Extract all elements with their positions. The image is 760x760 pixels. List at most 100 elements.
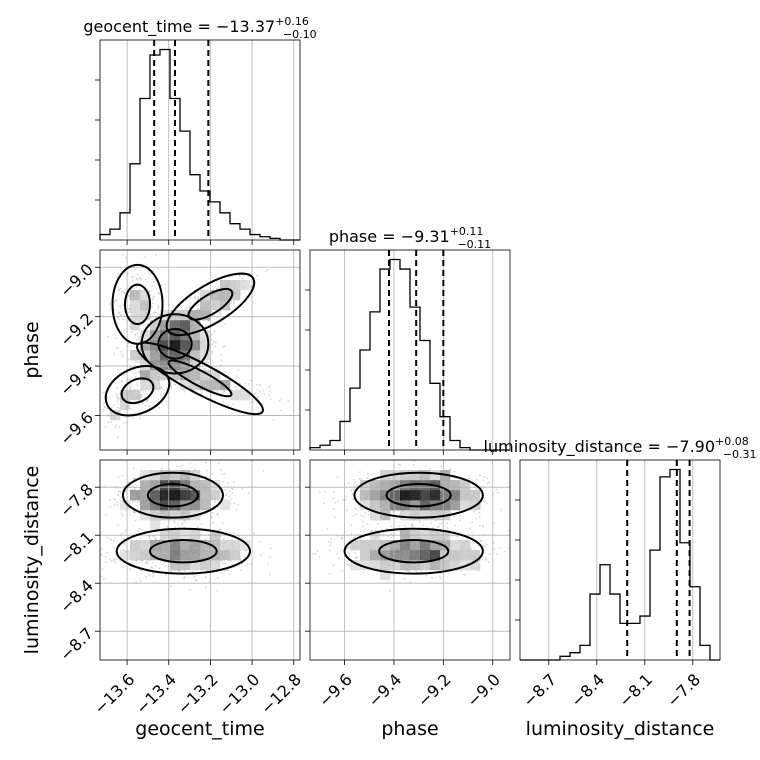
scatter-phase__luminosity_distance-point (484, 500, 487, 503)
scatter-geocent_time__phase-point (124, 256, 127, 259)
scatter-phase__luminosity_distance-point (397, 467, 400, 469)
scatter-geocent_time__luminosity_distance-point (119, 490, 122, 493)
scatter-geocent_time__phase-density-cell (200, 300, 211, 311)
scatter-geocent_time__phase-point (138, 371, 141, 374)
scatter-geocent_time__luminosity_distance-point (151, 571, 154, 574)
scatter-geocent_time__phase-density-cell (190, 370, 201, 381)
scatter-geocent_time__luminosity_distance-point (173, 521, 176, 524)
scatter-phase__luminosity_distance-point (454, 470, 456, 473)
scatter-geocent_time__phase-point (118, 289, 121, 292)
scatter-geocent_time__luminosity_distance-density-cell (210, 480, 221, 491)
scatter-geocent_time__phase-point (243, 382, 246, 385)
scatter-geocent_time__luminosity_distance-point (162, 561, 165, 564)
scatter-phase__luminosity_distance-point (446, 522, 449, 525)
scatter-geocent_time__phase-point (105, 407, 108, 410)
scatter-geocent_time__luminosity_distance-point (113, 558, 115, 561)
scatter-geocent_time__phase-density-cell (190, 340, 201, 351)
scatter-geocent_time__phase-point (133, 268, 136, 271)
scatter-geocent_time__phase-point (146, 399, 149, 402)
scatter-geocent_time__phase-point (222, 345, 225, 348)
scatter-geocent_time__luminosity_distance-point (166, 525, 169, 528)
scatter-geocent_time__phase-point (232, 302, 235, 305)
scatter-geocent_time__luminosity_distance-density-cell (200, 540, 211, 551)
scatter-geocent_time__phase-point (129, 383, 132, 385)
scatter-geocent_time__phase-point (185, 306, 187, 309)
scatter-phase__luminosity_distance-point (473, 510, 475, 513)
scatter-geocent_time__luminosity_distance-point (205, 461, 207, 464)
scatter-geocent_time__phase-density-cell (190, 320, 201, 331)
scatter-geocent_time__phase-density-cell (130, 310, 141, 321)
scatter-geocent_time__phase-point (200, 392, 203, 395)
scatter-geocent_time__phase-density-cell (230, 280, 241, 291)
scatter-geocent_time__luminosity_distance-point (193, 575, 196, 578)
scatter-geocent_time__phase-density-cell (140, 290, 151, 301)
scatter-geocent_time__phase-point (224, 345, 226, 347)
scatter-geocent_time__phase-point (111, 406, 113, 409)
scatter-geocent_time__phase-density-cell (190, 330, 201, 341)
scatter-geocent_time__luminosity_distance-density-cell (190, 500, 201, 511)
scatter-phase__luminosity_distance-point (362, 525, 364, 528)
scatter-geocent_time__luminosity_distance-point (195, 579, 198, 582)
scatter-geocent_time__phase-point (113, 300, 116, 303)
scatter-geocent_time__luminosity_distance-point (181, 464, 184, 467)
scatter-geocent_time__phase-point (144, 256, 147, 258)
scatter-geocent_time__luminosity_distance-point (100, 553, 103, 556)
scatter-geocent_time__luminosity_distance-point (224, 569, 226, 572)
scatter-geocent_time__phase-density-cell (120, 390, 131, 401)
scatter-phase__luminosity_distance-point (478, 511, 481, 514)
scatter-geocent_time__luminosity_distance-point (108, 558, 111, 560)
scatter-geocent_time__luminosity_distance-density-cell (200, 560, 211, 571)
scatter-geocent_time__phase-density-cell (180, 380, 191, 391)
scatter-geocent_time__luminosity_distance-point (170, 585, 173, 588)
scatter-geocent_time__luminosity_distance-density-cell (150, 500, 161, 511)
scatter-geocent_time__phase-point (158, 292, 161, 295)
scatter-geocent_time__phase-point (116, 436, 119, 439)
scatter-geocent_time__phase-density-cell (200, 290, 211, 301)
scatter-geocent_time__luminosity_distance-point (179, 465, 182, 468)
scatter-geocent_time__phase-density-cell (130, 320, 141, 331)
scatter-geocent_time__phase-point (122, 421, 125, 424)
scatter-geocent_time__luminosity_distance-point (152, 535, 154, 538)
scatter-geocent_time__phase-point (145, 400, 148, 403)
scatter-geocent_time__phase-point (129, 407, 132, 410)
scatter-geocent_time__phase-point (120, 307, 123, 310)
scatter-geocent_time__phase-point (128, 385, 131, 388)
scatter-geocent_time__luminosity_distance-point (121, 474, 124, 477)
scatter-geocent_time__phase-point (103, 405, 106, 408)
scatter-geocent_time__phase-point (153, 311, 156, 314)
scatter-geocent_time__phase-point (149, 272, 151, 275)
scatter-geocent_time__luminosity_distance-point (144, 529, 147, 532)
scatter-geocent_time__phase-point (132, 417, 134, 420)
scatter-geocent_time__luminosity_distance-point (141, 559, 144, 562)
scatter-geocent_time__phase-point (136, 361, 139, 363)
scatter-geocent_time__phase-point (197, 295, 200, 298)
scatter-geocent_time__luminosity_distance-density-cell (230, 540, 241, 551)
scatter-geocent_time__luminosity_distance-point (151, 575, 154, 578)
scatter-geocent_time__phase-point (245, 295, 248, 298)
scatter-phase__luminosity_distance-point (469, 527, 471, 530)
scatter-phase__luminosity_distance-point (430, 522, 432, 525)
scatter-phase__luminosity_distance-point (333, 491, 335, 493)
scatter-geocent_time__luminosity_distance-point (115, 558, 118, 560)
scatter-geocent_time__luminosity_distance-point (259, 554, 262, 557)
scatter-geocent_time__luminosity_distance-point (100, 576, 103, 579)
scatter-geocent_time__phase-point (184, 308, 187, 311)
scatter-geocent_time__luminosity_distance-point (178, 526, 181, 529)
scatter-phase__luminosity_distance-point (485, 558, 488, 561)
scatter-geocent_time__phase-density-cell (170, 320, 181, 331)
scatter-geocent_time__luminosity_distance-density-cell (120, 500, 131, 511)
scatter-geocent_time__luminosity_distance-point (217, 462, 220, 465)
scatter-geocent_time__phase-point (213, 330, 216, 333)
scatter-geocent_time__phase-point (236, 375, 239, 378)
scatter-geocent_time__phase-point (160, 393, 163, 396)
scatter-geocent_time__luminosity_distance-density-cell (140, 470, 151, 481)
scatter-geocent_time__luminosity_distance-point (204, 576, 207, 578)
scatter-geocent_time__phase-point (140, 278, 143, 280)
scatter-geocent_time__luminosity_distance-point (117, 476, 120, 479)
scatter-phase__luminosity_distance-point (478, 474, 481, 477)
scatter-geocent_time__luminosity_distance-point (172, 520, 175, 523)
scatter-geocent_time__luminosity_distance-point (155, 538, 158, 541)
scatter-geocent_time__phase-density-cell (210, 370, 221, 381)
scatter-geocent_time__phase-point (115, 299, 117, 302)
scatter-phase__luminosity_distance-point (352, 514, 355, 517)
